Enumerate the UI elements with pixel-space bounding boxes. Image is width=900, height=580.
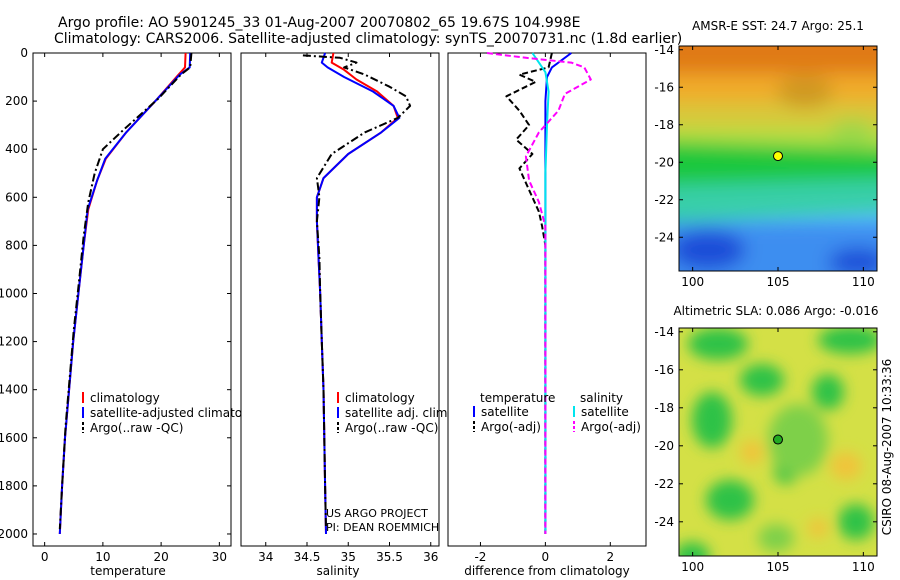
y-tick-label: 800 — [5, 238, 28, 252]
project-annotation-line2: PI: DEAN ROEMMICH — [326, 521, 439, 534]
y-tick-label: 1600 — [0, 431, 28, 445]
y-tick-label: 0 — [20, 46, 28, 60]
y-tick-label: -14 — [654, 43, 674, 57]
x-tick-label: 35 — [341, 550, 356, 564]
x-tick-label: 36 — [423, 550, 438, 564]
y-tick-label: -18 — [654, 401, 674, 415]
legend-label-sal-argo: Argo(-adj) — [581, 420, 641, 434]
legend-label-sal-satellite: satellite — [581, 405, 629, 419]
x-tick-label: 100 — [681, 275, 704, 289]
y-tick-label: 400 — [5, 142, 28, 156]
x-tick-label: 105 — [767, 275, 790, 289]
salinity-series — [302, 52, 412, 535]
sla-map-ticks: 100 105 110 -14 -16 -18 -20 -22 -24 — [654, 325, 877, 574]
y-tick-label: -18 — [654, 118, 674, 132]
figure-title-line1: Argo profile: AO 5901245_33 01-Aug-2007 … — [58, 15, 581, 31]
y-tick-label: -16 — [654, 363, 674, 377]
y-tick-label: 1400 — [0, 383, 28, 397]
temperature-legend: climatology satellite-adjusted climatolo… — [82, 391, 268, 435]
salinity-panel: 34 34.5 35 35.5 36 climatology satellite adj… — [240, 52, 451, 578]
legend-label-argo: Argo(..raw -QC) — [90, 421, 183, 435]
legend-label-temp-satellite: satellite — [481, 405, 529, 419]
sla-map-title: Altimetric SLA: 0.086 Argo: -0.016 — [673, 304, 878, 318]
legend-label-satellite-adjusted: satellite-adjusted climatology — [90, 406, 268, 420]
temperature-panel: 0 10 20 30 0 200 400 600 800 1000 1200 1400 1600 1800… — [0, 46, 268, 578]
x-tick-label: 2 — [606, 550, 614, 564]
y-tick-label: -24 — [654, 515, 674, 529]
difference-ticks: -2 0 2 — [474, 53, 614, 564]
y-tick-label: -20 — [654, 439, 674, 453]
legend-header-salinity: salinity — [580, 391, 623, 405]
sst-map-marker-group — [773, 151, 783, 162]
project-annotation-line1: US ARGO PROJECT — [326, 507, 428, 520]
y-tick-label: -22 — [654, 193, 674, 207]
y-tick-label: 1200 — [0, 335, 28, 349]
x-tick-label: 34.5 — [294, 550, 321, 564]
difference-legend: temperature salinity satellite Argo(-adj… — [473, 391, 641, 434]
legend-label-argo: Argo(..raw -QC) — [345, 421, 438, 435]
legend-label-climatology: climatology — [90, 391, 160, 405]
x-tick-label: -2 — [474, 550, 486, 564]
x-tick-label: 30 — [212, 550, 227, 564]
difference-series — [486, 52, 592, 534]
difference-xlabel: difference from climatology — [464, 564, 630, 578]
salinity-xlabel: salinity — [316, 564, 359, 578]
y-tick-label: -16 — [654, 80, 674, 94]
sla-map-panel: Altimetric SLA: 0.086 Argo: -0.016 — [654, 304, 878, 574]
temperature-xlabel: temperature — [90, 564, 165, 578]
salinity-plot-frame — [240, 52, 440, 547]
figure-title-line2: Climatology: CARS2006. Satellite-adjuste… — [54, 31, 682, 47]
y-tick-label: 200 — [5, 94, 28, 108]
series-line-salinity-argo-adj — [486, 52, 592, 534]
difference-panel: -2 0 2 temperature salinity satellite Argo… — [447, 52, 647, 578]
x-tick-label: 20 — [153, 550, 168, 564]
x-tick-label: 10 — [95, 550, 110, 564]
temperature-series — [58, 52, 193, 535]
sst-map-panel: AMSR-E SST: 24.7 Argo: 25.1 100 105 110 -14… — [654, 19, 878, 289]
x-tick-label: 105 — [767, 560, 790, 574]
x-tick-label: 35.5 — [376, 550, 403, 564]
legend-label-climatology: climatology — [345, 391, 415, 405]
side-timestamp-label: CSIRO 08-Aug-2007 10:33:36 — [880, 359, 894, 535]
series-line-argo-raw-qc — [58, 52, 193, 530]
y-tick-label: 1000 — [0, 286, 28, 300]
x-tick-label: 0 — [41, 550, 49, 564]
sst-map-title: AMSR-E SST: 24.7 Argo: 25.1 — [692, 19, 864, 33]
y-tick-label: 1800 — [0, 479, 28, 493]
x-tick-label: 110 — [852, 560, 875, 574]
x-tick-label: 34 — [258, 550, 273, 564]
x-tick-label: 110 — [852, 275, 875, 289]
temperature-plot-frame — [32, 52, 232, 547]
y-tick-label: -14 — [654, 325, 674, 339]
x-tick-label: 100 — [681, 560, 704, 574]
legend-label-temp-argo: Argo(-adj) — [481, 420, 541, 434]
temperature-ticks: 0 10 20 30 0 200 400 600 800 1000 1200 1400 1600 1800… — [0, 46, 231, 564]
y-tick-label: -22 — [654, 477, 674, 491]
sst-map-ticks: 100 105 110 -14 -16 -18 -20 -22 -24 — [654, 43, 877, 289]
salinity-ticks: 34 34.5 35 35.5 36 — [258, 53, 438, 564]
sst-heatmap — [679, 46, 877, 271]
x-tick-label: 0 — [542, 550, 550, 564]
y-tick-label: -24 — [654, 230, 674, 244]
series-line-satellite-adj-clim — [315, 52, 401, 535]
legend-header-temperature: temperature — [480, 391, 555, 405]
argo-location-marker — [773, 434, 783, 445]
y-tick-label: -20 — [654, 155, 674, 169]
y-tick-label: 600 — [5, 190, 28, 204]
legend-label-satellite-adj: satellite adj. clim. — [345, 406, 451, 420]
argo-location-marker — [773, 151, 783, 162]
sla-heatmap — [679, 328, 877, 556]
sla-map-marker-group — [773, 434, 783, 445]
y-tick-label: 2000 — [0, 527, 28, 541]
salinity-legend: climatology satellite adj. clim. Argo(..… — [337, 391, 451, 435]
